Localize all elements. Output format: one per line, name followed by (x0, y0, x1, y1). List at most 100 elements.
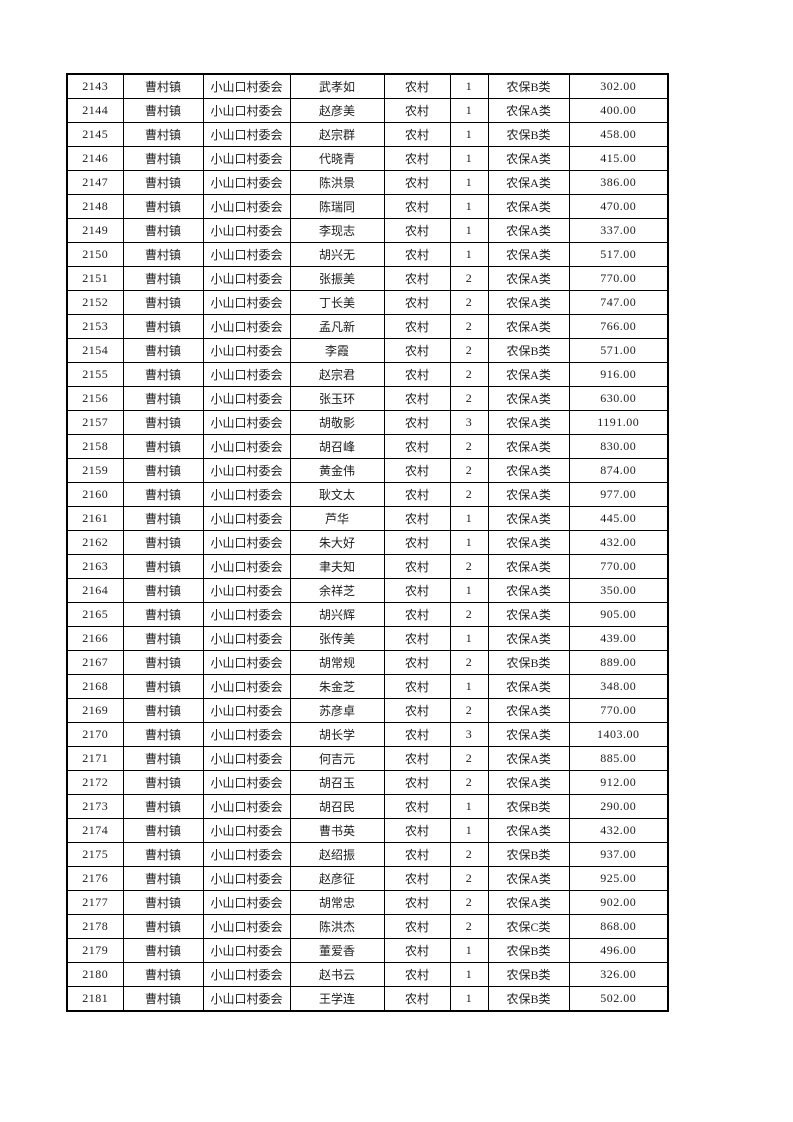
cell-person-count: 2 (449, 314, 489, 339)
cell-person-name: 张传美 (289, 626, 385, 651)
cell-residence-type: 农村 (383, 626, 451, 651)
table-row: 2143 曹村镇 小山口村委会 武孝如 农村 1 农保B类 302.00 (66, 73, 669, 99)
cell-insurance-category: 农保B类 (487, 122, 570, 147)
table-row: 2174 曹村镇 小山口村委会 曹书英 农村 1 农保A类 432.00 (66, 818, 669, 843)
cell-insurance-category: 农保A类 (487, 290, 570, 315)
cell-insurance-category: 农保B类 (487, 73, 570, 99)
cell-person-name: 聿夫知 (289, 554, 385, 579)
cell-amount: 439.00 (568, 626, 669, 651)
cell-insurance-category: 农保A类 (487, 218, 570, 243)
cell-insurance-category: 农保A类 (487, 530, 570, 555)
cell-town: 曹村镇 (122, 266, 204, 291)
cell-person-count: 2 (449, 386, 489, 411)
table-row: 2175 曹村镇 小山口村委会 赵绍振 农村 2 农保B类 937.00 (66, 842, 669, 867)
cell-amount: 937.00 (568, 842, 669, 867)
cell-person-name: 代晓青 (289, 146, 385, 171)
cell-person-name: 黄金伟 (289, 458, 385, 483)
cell-serial-number: 2156 (66, 386, 124, 411)
cell-residence-type: 农村 (383, 362, 451, 387)
cell-village-committee: 小山口村委会 (202, 938, 291, 963)
cell-person-count: 1 (449, 242, 489, 267)
table-row: 2151 曹村镇 小山口村委会 张振美 农村 2 农保A类 770.00 (66, 266, 669, 291)
cell-person-name: 朱大好 (289, 530, 385, 555)
cell-person-count: 2 (449, 698, 489, 723)
cell-serial-number: 2167 (66, 650, 124, 675)
cell-village-committee: 小山口村委会 (202, 842, 291, 867)
cell-residence-type: 农村 (383, 650, 451, 675)
cell-village-committee: 小山口村委会 (202, 146, 291, 171)
cell-town: 曹村镇 (122, 794, 204, 819)
cell-person-count: 2 (449, 362, 489, 387)
cell-village-committee: 小山口村委会 (202, 914, 291, 939)
cell-village-committee: 小山口村委会 (202, 794, 291, 819)
cell-insurance-category: 农保B类 (487, 338, 570, 363)
cell-person-count: 2 (449, 554, 489, 579)
cell-village-committee: 小山口村委会 (202, 362, 291, 387)
cell-residence-type: 农村 (383, 578, 451, 603)
cell-residence-type: 农村 (383, 218, 451, 243)
cell-amount: 889.00 (568, 650, 669, 675)
table-row: 2181 曹村镇 小山口村委会 王学连 农村 1 农保B类 502.00 (66, 986, 669, 1012)
cell-serial-number: 2146 (66, 146, 124, 171)
table-row: 2159 曹村镇 小山口村委会 黄金伟 农村 2 农保A类 874.00 (66, 458, 669, 483)
table-row: 2155 曹村镇 小山口村委会 赵宗君 农村 2 农保A类 916.00 (66, 362, 669, 387)
cell-residence-type: 农村 (383, 506, 451, 531)
cell-person-name: 胡召玉 (289, 770, 385, 795)
cell-insurance-category: 农保A类 (487, 626, 570, 651)
cell-serial-number: 2145 (66, 122, 124, 147)
cell-village-committee: 小山口村委会 (202, 506, 291, 531)
cell-person-count: 2 (449, 434, 489, 459)
table-row: 2148 曹村镇 小山口村委会 陈瑞同 农村 1 农保A类 470.00 (66, 194, 669, 219)
cell-town: 曹村镇 (122, 242, 204, 267)
cell-village-committee: 小山口村委会 (202, 746, 291, 771)
cell-residence-type: 农村 (383, 122, 451, 147)
cell-person-name: 胡兴辉 (289, 602, 385, 627)
cell-serial-number: 2173 (66, 794, 124, 819)
cell-person-name: 董爱香 (289, 938, 385, 963)
cell-town: 曹村镇 (122, 122, 204, 147)
cell-amount: 502.00 (568, 986, 669, 1012)
cell-person-count: 2 (449, 266, 489, 291)
cell-insurance-category: 农保B类 (487, 842, 570, 867)
table-row: 2158 曹村镇 小山口村委会 胡召峰 农村 2 农保A类 830.00 (66, 434, 669, 459)
cell-village-committee: 小山口村委会 (202, 386, 291, 411)
cell-town: 曹村镇 (122, 650, 204, 675)
cell-village-committee: 小山口村委会 (202, 218, 291, 243)
cell-amount: 302.00 (568, 73, 669, 99)
cell-residence-type: 农村 (383, 674, 451, 699)
cell-person-name: 胡召民 (289, 794, 385, 819)
cell-town: 曹村镇 (122, 554, 204, 579)
cell-insurance-category: 农保A类 (487, 410, 570, 435)
cell-residence-type: 农村 (383, 314, 451, 339)
table-row: 2152 曹村镇 小山口村委会 丁长美 农村 2 农保A类 747.00 (66, 290, 669, 315)
cell-serial-number: 2164 (66, 578, 124, 603)
cell-residence-type: 农村 (383, 73, 451, 99)
table-row: 2168 曹村镇 小山口村委会 朱金芝 农村 1 农保A类 348.00 (66, 674, 669, 699)
cell-residence-type: 农村 (383, 98, 451, 123)
cell-residence-type: 农村 (383, 890, 451, 915)
cell-town: 曹村镇 (122, 866, 204, 891)
cell-village-committee: 小山口村委会 (202, 674, 291, 699)
cell-insurance-category: 农保A类 (487, 482, 570, 507)
cell-person-count: 1 (449, 218, 489, 243)
cell-serial-number: 2168 (66, 674, 124, 699)
cell-village-committee: 小山口村委会 (202, 962, 291, 987)
cell-serial-number: 2165 (66, 602, 124, 627)
cell-person-count: 2 (449, 650, 489, 675)
cell-person-count: 2 (449, 842, 489, 867)
cell-person-count: 1 (449, 818, 489, 843)
cell-residence-type: 农村 (383, 458, 451, 483)
cell-town: 曹村镇 (122, 746, 204, 771)
cell-insurance-category: 农保A类 (487, 554, 570, 579)
cell-amount: 977.00 (568, 482, 669, 507)
cell-residence-type: 农村 (383, 842, 451, 867)
cell-serial-number: 2181 (66, 986, 124, 1012)
cell-insurance-category: 农保A类 (487, 746, 570, 771)
cell-person-name: 张玉环 (289, 386, 385, 411)
table-row: 2176 曹村镇 小山口村委会 赵彦征 农村 2 农保A类 925.00 (66, 866, 669, 891)
cell-amount: 747.00 (568, 290, 669, 315)
cell-insurance-category: 农保A类 (487, 242, 570, 267)
cell-person-name: 朱金芝 (289, 674, 385, 699)
cell-residence-type: 农村 (383, 554, 451, 579)
cell-village-committee: 小山口村委会 (202, 602, 291, 627)
